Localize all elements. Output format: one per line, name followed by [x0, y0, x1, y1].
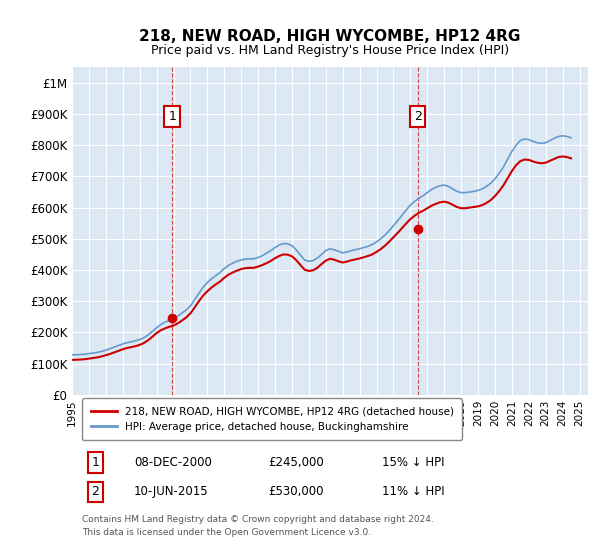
Text: 1: 1 [91, 456, 99, 469]
Text: 2: 2 [414, 110, 422, 123]
Text: Price paid vs. HM Land Registry's House Price Index (HPI): Price paid vs. HM Land Registry's House … [151, 44, 509, 57]
Text: 11% ↓ HPI: 11% ↓ HPI [382, 486, 444, 498]
Text: 1: 1 [168, 110, 176, 123]
Legend: 218, NEW ROAD, HIGH WYCOMBE, HP12 4RG (detached house), HPI: Average price, deta: 218, NEW ROAD, HIGH WYCOMBE, HP12 4RG (d… [82, 399, 463, 440]
Text: Contains HM Land Registry data © Crown copyright and database right 2024.
This d: Contains HM Land Registry data © Crown c… [82, 515, 434, 537]
Text: 08-DEC-2000: 08-DEC-2000 [134, 456, 212, 469]
Text: 10-JUN-2015: 10-JUN-2015 [134, 486, 209, 498]
Text: 2: 2 [91, 486, 99, 498]
Text: 218, NEW ROAD, HIGH WYCOMBE, HP12 4RG: 218, NEW ROAD, HIGH WYCOMBE, HP12 4RG [139, 29, 521, 44]
Text: 15% ↓ HPI: 15% ↓ HPI [382, 456, 444, 469]
Text: £245,000: £245,000 [268, 456, 324, 469]
Text: £530,000: £530,000 [268, 486, 323, 498]
